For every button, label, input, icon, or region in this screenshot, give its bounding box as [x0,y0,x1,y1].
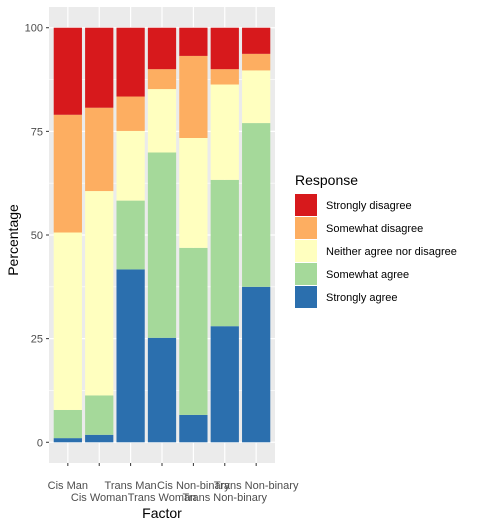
y-tick-label: 0 [37,437,43,449]
bar-segment [147,337,177,443]
legend-label: Somewhat agree [326,269,409,281]
bar-segment [116,200,145,270]
bar-segment [242,53,271,71]
x-tick-label: Cis Non-binary [157,480,230,492]
bar-segment [116,96,145,131]
bar-segment [85,434,114,443]
legend-key [295,240,317,262]
y-axis-title: Percentage [5,204,21,276]
bar-segment [210,69,239,85]
y-axis: 0 25 50 75 100 [25,23,49,449]
bar-segment [53,232,82,410]
x-tick-label: Trans Non-binary [182,492,267,504]
x-tick-label: Trans Woman [128,492,196,504]
bar-segment [210,326,239,443]
bar-segment [85,27,114,108]
x-tick-label: Cis Man [48,480,88,492]
bar-segment [116,27,145,97]
bar-segment [242,286,271,443]
x-tick-label: Trans Man [105,480,157,492]
x-tick-label: Cis Woman [71,492,128,504]
legend-label: Somewhat disagree [326,223,423,235]
bar-segment [147,69,177,90]
x-axis-title: Factor [142,505,182,521]
bar-segment [147,27,177,70]
bar-segment [242,70,271,124]
bar-segment [85,107,114,192]
bars-layer [53,27,271,443]
legend-key [295,286,317,308]
bar-segment [179,27,208,56]
legend-key [295,217,317,239]
legend-label: Neither agree nor disagree [326,246,457,258]
y-tick-label: 25 [31,334,43,346]
bar-segment [53,27,82,115]
bar-segment [242,27,271,54]
bar-segment [53,438,82,443]
bar-segment [179,55,208,138]
y-tick-label: 100 [25,23,43,35]
legend: Response Strongly disagree Somewhat disag… [295,172,457,308]
legend-title: Response [295,172,358,188]
bar-segment [210,84,239,180]
bar-segment [116,269,145,443]
bar-segment [85,191,114,396]
y-tick-label: 75 [31,126,43,138]
legend-key [295,263,317,285]
bar-segment [210,179,239,327]
bar-segment [179,247,208,415]
bar-segment [242,123,271,287]
bar-segment [147,89,177,153]
bar-segment [85,395,114,435]
bar-segment [116,130,145,201]
bar-segment [210,27,239,70]
x-tick-label: Trans Non-binary [214,480,299,492]
legend-label: Strongly agree [326,292,398,304]
bar-segment [179,414,208,443]
legend-key [295,194,317,216]
legend-label: Strongly disagree [326,200,412,212]
bar-segment [147,152,177,338]
y-tick-label: 50 [31,230,43,242]
bar-segment [53,114,82,233]
bar-segment [53,409,82,439]
bar-segment [179,137,208,248]
